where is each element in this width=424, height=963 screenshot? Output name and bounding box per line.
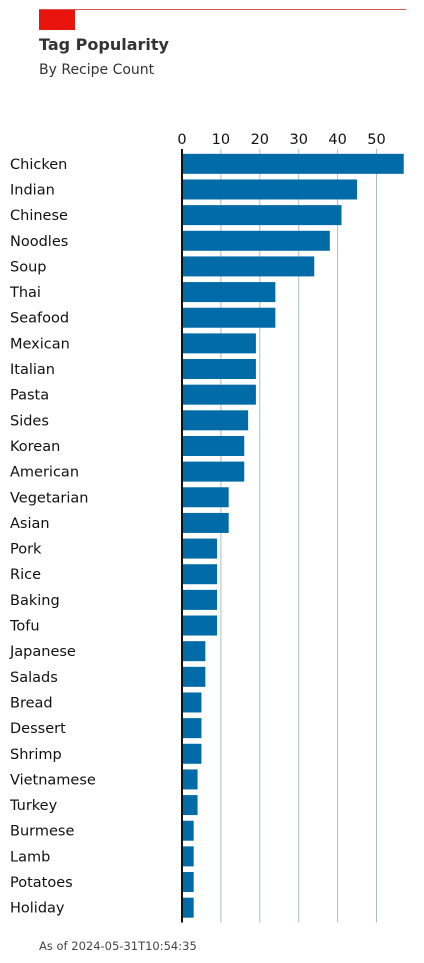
category-label: Vegetarian [10,490,88,506]
bar [182,461,245,482]
category-label: Holiday [10,901,65,917]
category-label: Vietnamese [10,772,96,788]
category-label: Seafood [10,311,69,327]
bar [182,743,202,764]
bar [182,512,229,533]
category-label: Thai [9,285,41,301]
category-label: Pasta [10,388,49,404]
bar [182,435,245,456]
x-tick-label: 50 [367,132,385,148]
top-rule [39,9,406,10]
category-label: Turkey [9,798,58,814]
bar [182,333,256,354]
bar [182,820,194,841]
bar [182,795,198,816]
category-label: Sides [10,413,49,429]
x-tick-label: 30 [289,132,307,148]
category-label: Japanese [9,644,76,660]
category-label: Potatoes [10,875,73,891]
bar [182,307,276,328]
x-tick-label: 10 [212,132,230,148]
bar [182,641,206,662]
category-label: Italian [10,362,55,378]
bar [182,666,206,687]
category-label: Burmese [10,824,74,840]
bar [182,205,342,226]
bar [182,256,315,277]
bar-chart: Chicken Indian Chinese Noodles Soup Thai Seafo… [9,132,404,923]
x-tick-label: 40 [328,132,346,148]
bar [182,230,330,251]
category-label: Chicken [10,157,67,173]
x-tick-label: 0 [177,132,186,148]
bar [182,410,249,431]
bar [182,538,218,559]
category-label: Korean [10,439,60,455]
category-label: American [10,465,79,481]
bar [182,692,202,713]
category-label: Baking [10,593,60,609]
bar [182,897,194,918]
bar [182,282,276,303]
bar [182,359,256,380]
category-label: Shrimp [10,747,62,763]
category-label: Lamb [10,849,50,865]
timestamp-footer: As of 2024-05-31T10:54:35 [39,939,197,953]
category-label: Bread [10,695,53,711]
bar [182,718,202,739]
category-label: Pork [10,542,42,558]
category-label: Indian [10,182,55,198]
bar [182,846,194,867]
category-label: Rice [10,567,41,583]
category-label: Mexican [10,336,70,352]
bar [182,384,256,405]
bar [182,872,194,893]
category-label: Chinese [10,208,68,224]
bar [182,179,358,200]
bar [182,769,198,790]
chart-subtitle: By Recipe Count [39,62,155,78]
category-label: Asian [10,516,50,532]
category-label: Dessert [10,721,66,737]
x-tick-label: 20 [251,132,269,148]
bar [182,589,218,610]
bar [182,487,229,508]
category-label: Soup [10,259,46,275]
chart-title: Tag Popularity [39,35,169,54]
bar [182,153,404,174]
category-label: Salads [10,670,58,686]
brand-logo-bar [39,10,75,30]
bar [182,615,218,636]
category-label: Noodles [10,234,68,250]
category-label: Tofu [9,619,40,635]
bar [182,564,218,585]
